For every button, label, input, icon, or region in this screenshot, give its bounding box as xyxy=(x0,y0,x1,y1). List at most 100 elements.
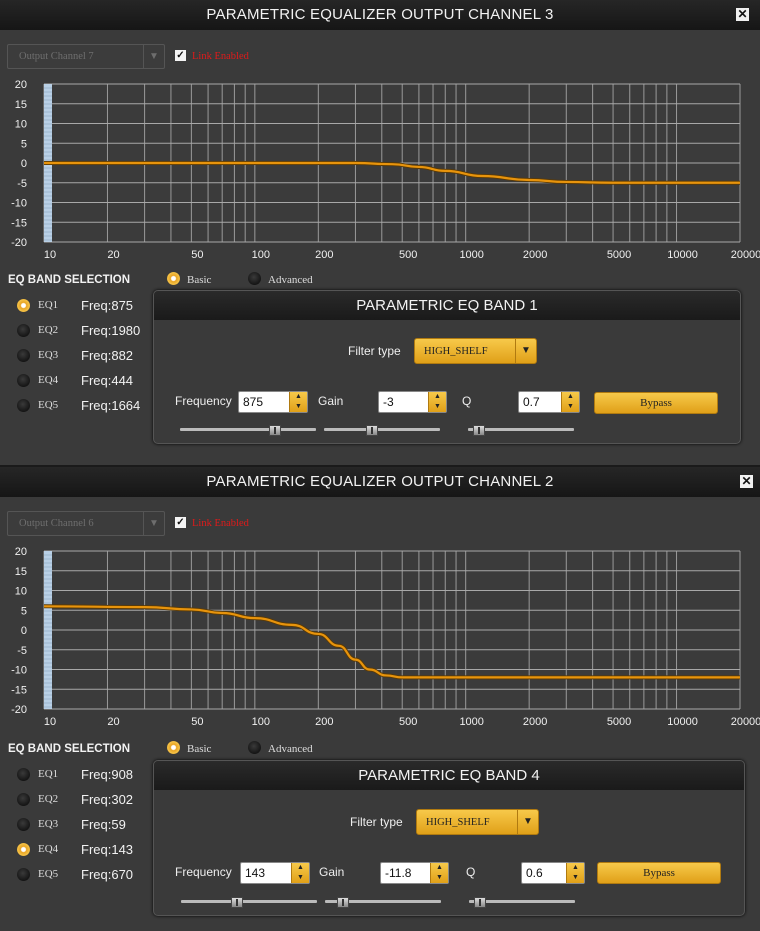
slider-track xyxy=(325,900,441,903)
eq-band-label: EQ4 xyxy=(38,843,59,855)
x-tick-label: 1000 xyxy=(459,716,483,728)
eq-band-label: EQ2 xyxy=(38,324,59,336)
stepper-up-icon[interactable]: ▲ xyxy=(436,864,443,871)
y-tick-label: -15 xyxy=(11,217,27,229)
y-tick-label: 0 xyxy=(21,625,27,637)
eq-band-radio[interactable] xyxy=(17,768,30,781)
level-strip xyxy=(44,551,52,709)
eq-band-freq: Freq:59 xyxy=(81,817,126,832)
y-tick-label: -5 xyxy=(17,645,27,657)
frequency-slider[interactable] xyxy=(180,425,316,436)
channel-select-value: Output Channel 7 xyxy=(19,51,94,62)
x-tick-label: 1000 xyxy=(459,249,483,261)
slider-track xyxy=(468,428,574,431)
eq-band-panel: PARAMETRIC EQ BAND 1 Filter type HIGH_SH… xyxy=(153,290,741,444)
slider-thumb[interactable] xyxy=(473,897,486,908)
stepper-buttons[interactable]: ▲ ▼ xyxy=(291,863,309,883)
gain-label: Gain xyxy=(319,865,345,879)
stepper-up-icon[interactable]: ▲ xyxy=(297,864,304,871)
stepper-up-icon[interactable]: ▲ xyxy=(434,393,441,400)
frequency-stepper[interactable]: 143 ▲ ▼ xyxy=(240,862,310,884)
close-icon[interactable]: ✕ xyxy=(736,7,749,21)
stepper-up-icon[interactable]: ▲ xyxy=(572,864,579,871)
y-tick-label: 10 xyxy=(15,586,27,598)
gain-slider[interactable] xyxy=(324,425,440,436)
gain-stepper[interactable]: -11.8 ▲ ▼ xyxy=(380,862,449,884)
gain-stepper[interactable]: -3 ▲ ▼ xyxy=(378,391,447,413)
channel-select[interactable]: Output Channel 7 ▼ xyxy=(7,44,165,69)
eq-band-radio[interactable] xyxy=(17,299,30,312)
slider-thumb[interactable] xyxy=(365,425,378,436)
eq-band-radio[interactable] xyxy=(17,793,30,806)
q-slider[interactable] xyxy=(469,897,575,908)
stepper-buttons[interactable]: ▲ ▼ xyxy=(566,863,584,883)
eq-band-radio[interactable] xyxy=(17,399,30,412)
stepper-up-icon[interactable]: ▲ xyxy=(295,393,302,400)
eq-panel-channel-3: PARAMETRIC EQUALIZER OUTPUT CHANNEL 3 ✕ … xyxy=(0,0,760,465)
eq-panel-channel-2: PARAMETRIC EQUALIZER OUTPUT CHANNEL 2 ✕ … xyxy=(0,467,760,931)
eq-band-selection-label: EQ BAND SELECTION xyxy=(8,274,131,286)
q-slider[interactable] xyxy=(468,425,574,436)
filter-type-label: Filter type xyxy=(350,815,403,829)
y-tick-label: 10 xyxy=(15,119,27,131)
x-tick-label: 100 xyxy=(252,249,270,261)
stepper-buttons[interactable]: ▲ ▼ xyxy=(289,392,307,412)
chevron-down-icon: ▼ xyxy=(143,45,164,68)
slider-thumb[interactable] xyxy=(472,425,485,436)
eq-band-radio[interactable] xyxy=(17,843,30,856)
gain-slider[interactable] xyxy=(325,897,441,908)
mode-basic-radio[interactable] xyxy=(167,272,180,285)
stepper-down-icon[interactable]: ▼ xyxy=(567,403,574,410)
slider-thumb[interactable] xyxy=(230,897,243,908)
stepper-down-icon[interactable]: ▼ xyxy=(572,874,579,881)
filter-type-select[interactable]: HIGH_SHELF ▼ xyxy=(414,338,537,364)
eq-band-label: EQ1 xyxy=(38,299,59,311)
stepper-up-icon[interactable]: ▲ xyxy=(567,393,574,400)
eq-band-radio[interactable] xyxy=(17,349,30,362)
frequency-slider[interactable] xyxy=(181,897,317,908)
bypass-button[interactable]: Bypass xyxy=(594,392,718,414)
slider-track xyxy=(469,900,575,903)
frequency-stepper[interactable]: 875 ▲ ▼ xyxy=(238,391,308,413)
stepper-down-icon[interactable]: ▼ xyxy=(436,874,443,881)
x-tick-label: 20 xyxy=(107,716,119,728)
bypass-button[interactable]: Bypass xyxy=(597,862,721,884)
eq-band-label: EQ1 xyxy=(38,768,59,780)
link-enabled-checkbox[interactable]: ✓ xyxy=(175,517,186,528)
eq-band-radio[interactable] xyxy=(17,374,30,387)
eq-band-freq: Freq:908 xyxy=(81,767,134,782)
q-value: 0.7 xyxy=(523,395,540,409)
mode-advanced-radio[interactable] xyxy=(248,741,261,754)
stepper-buttons[interactable]: ▲ ▼ xyxy=(430,863,448,883)
chevron-down-icon: ▼ xyxy=(515,339,536,363)
eq-band-radio[interactable] xyxy=(17,818,30,831)
eq-band-radio[interactable] xyxy=(17,868,30,881)
eq-band-label: EQ2 xyxy=(38,793,59,805)
slider-thumb[interactable] xyxy=(337,897,350,908)
mode-advanced-radio[interactable] xyxy=(248,272,261,285)
stepper-down-icon[interactable]: ▼ xyxy=(297,874,304,881)
x-tick-label: 20000 xyxy=(731,249,760,261)
mode-basic-label: Basic xyxy=(187,274,212,286)
stepper-down-icon[interactable]: ▼ xyxy=(295,403,302,410)
stepper-buttons[interactable]: ▲ ▼ xyxy=(428,392,446,412)
x-tick-label: 100 xyxy=(252,716,270,728)
x-tick-label: 20000 xyxy=(731,716,760,728)
stepper-buttons[interactable]: ▲ ▼ xyxy=(561,392,579,412)
filter-type-value: HIGH_SHELF xyxy=(424,346,488,357)
eq-band-radio[interactable] xyxy=(17,324,30,337)
x-tick-label: 10 xyxy=(44,716,56,728)
x-tick-label: 2000 xyxy=(523,716,547,728)
close-icon[interactable]: ✕ xyxy=(740,474,753,488)
q-stepper[interactable]: 0.6 ▲ ▼ xyxy=(521,862,585,884)
channel-select[interactable]: Output Channel 6 ▼ xyxy=(7,511,165,536)
eq-band-selection-label: EQ BAND SELECTION xyxy=(8,743,131,755)
slider-thumb[interactable] xyxy=(269,425,282,436)
filter-type-select[interactable]: HIGH_SHELF ▼ xyxy=(416,809,539,835)
stepper-down-icon[interactable]: ▼ xyxy=(434,403,441,410)
mode-basic-radio[interactable] xyxy=(167,741,180,754)
q-stepper[interactable]: 0.7 ▲ ▼ xyxy=(518,391,580,413)
chevron-down-icon: ▼ xyxy=(143,512,164,535)
link-enabled-checkbox[interactable]: ✓ xyxy=(175,50,186,61)
